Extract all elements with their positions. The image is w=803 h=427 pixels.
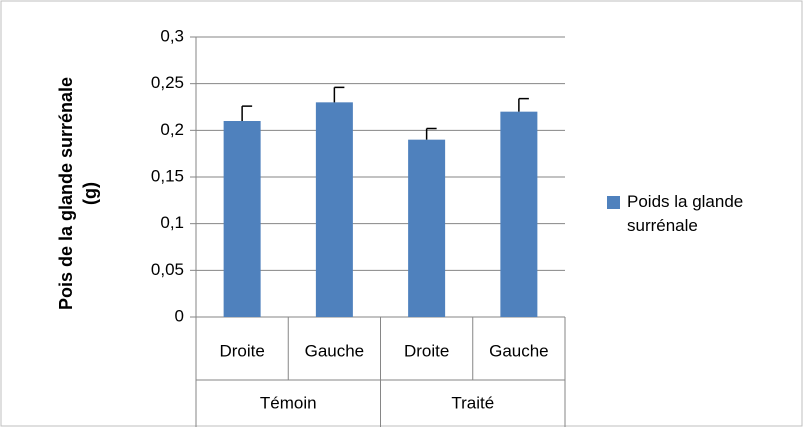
y-tick-label: 0,2 — [160, 120, 184, 139]
y-tick-label: 0,05 — [151, 260, 184, 279]
error-bar — [518, 97, 529, 112]
y-tick-label: 0,3 — [160, 26, 184, 45]
error-bar — [425, 127, 437, 140]
x-tick-label: Droite — [404, 341, 449, 360]
y-axis-title: Pois de la glande surrénale — [56, 77, 76, 310]
y-tick-label: 0,25 — [151, 73, 184, 92]
x-tick-label: Gauche — [305, 341, 365, 360]
y-tick-label: 0,1 — [160, 213, 184, 232]
group-label: Traité — [451, 393, 494, 412]
x-tick-label: Gauche — [489, 341, 549, 360]
y-tick-label: 0 — [175, 306, 184, 325]
bar — [408, 139, 446, 317]
y-tick-label: 0,15 — [151, 166, 184, 185]
error-bar — [241, 105, 253, 121]
legend-swatch — [607, 196, 620, 209]
group-label: Témoin — [260, 393, 317, 412]
x-tick-label: Droite — [219, 341, 264, 360]
bar — [500, 111, 538, 318]
y-axis-title: (g) — [80, 182, 100, 205]
bar — [223, 121, 261, 317]
bar — [315, 102, 353, 317]
legend-label: Poids la glande surrénale — [627, 192, 744, 235]
error-bar — [333, 86, 345, 103]
